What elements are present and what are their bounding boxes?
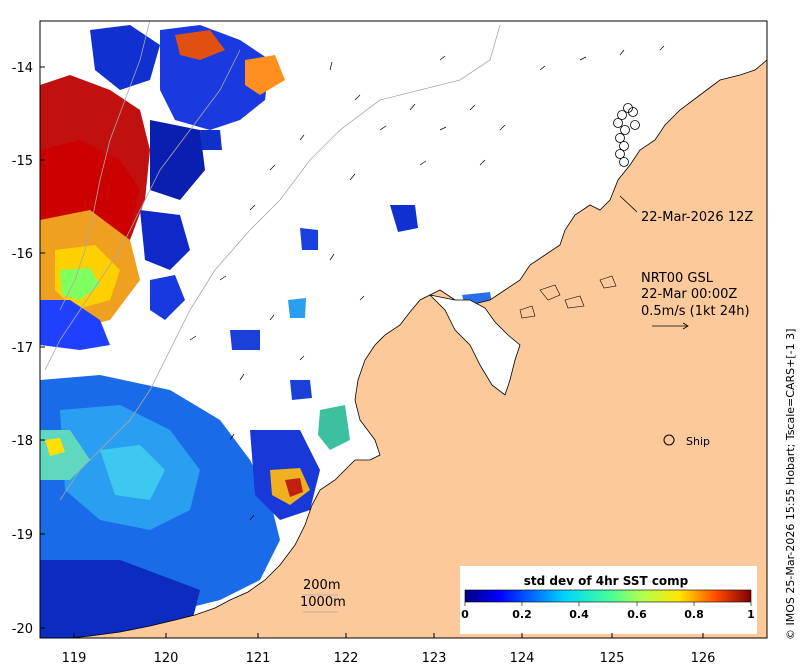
land-mass (69, 59, 767, 638)
colorbar-gradient (464, 589, 752, 603)
isobath-200-label: 200m (303, 578, 340, 593)
lat-tick-label: -16 (12, 247, 33, 262)
bathymetry-contours (44, 21, 501, 501)
lon-tick-label: 121 (246, 651, 271, 666)
lon-tick-label: 125 (600, 651, 625, 666)
lat-tick-label: -17 (12, 341, 33, 356)
longitude-ticks (73, 633, 704, 638)
credit-note: © IMOS 25-Mar-2026 15:55 Hobart; Tscale=… (784, 328, 797, 640)
lon-tick-label: 126 (691, 651, 716, 666)
ship-track (613, 103, 640, 167)
colorbar-tick-label: 0.4 (569, 608, 589, 621)
colorbar-tick-label: 0 (461, 608, 469, 621)
product-label-2: 22-Mar 00:00Z (641, 287, 737, 302)
product-label-1: NRT00 GSL (641, 271, 714, 286)
lat-tick-label: -14 (12, 61, 33, 76)
colorbar-tick-label: 1 (747, 608, 755, 621)
plot-frame (39, 20, 768, 639)
track-date-label: 22-Mar-2026 12Z (641, 210, 753, 225)
colorbar-tick-label: 0.6 (627, 608, 647, 621)
ship-label: Ship (686, 435, 710, 448)
colorbar-ticks (464, 602, 752, 606)
ship-marker (663, 434, 675, 446)
lon-tick-label: 119 (62, 651, 87, 666)
product-label-3: 0.5m/s (1kt 24h) (641, 304, 750, 319)
lon-tick-label: 120 (154, 651, 179, 666)
colorbar-tick-label: 0.2 (512, 608, 532, 621)
colorbar-title: std dev of 4hr SST comp (524, 574, 689, 588)
lat-tick-label: -18 (12, 434, 33, 449)
colorbar: std dev of 4hr SST comp 0 0.2 0.4 0.6 0.… (460, 566, 757, 634)
current-vectors (189, 45, 665, 521)
lat-tick-label: -15 (12, 154, 33, 169)
velocity-scale-arrow (652, 322, 689, 330)
colorbar-tick-label: 0.8 (684, 608, 704, 621)
king-sound-inlet (428, 294, 521, 396)
latitude-ticks (40, 66, 45, 629)
lon-tick-label: 123 (422, 651, 447, 666)
track-date-leader (619, 195, 638, 213)
lon-tick-label: 122 (334, 651, 359, 666)
lat-tick-label: -19 (12, 528, 33, 543)
lat-tick-label: -20 (12, 622, 33, 637)
coastal-islands (519, 275, 617, 319)
isobath-1000-label: 1000m (300, 595, 346, 610)
map-plot-area: 22-Mar-2026 12Z NRT00 GSL 22-Mar 00:00Z … (40, 21, 767, 638)
sst-data-layer (40, 25, 495, 638)
lon-tick-label: 124 (510, 651, 535, 666)
